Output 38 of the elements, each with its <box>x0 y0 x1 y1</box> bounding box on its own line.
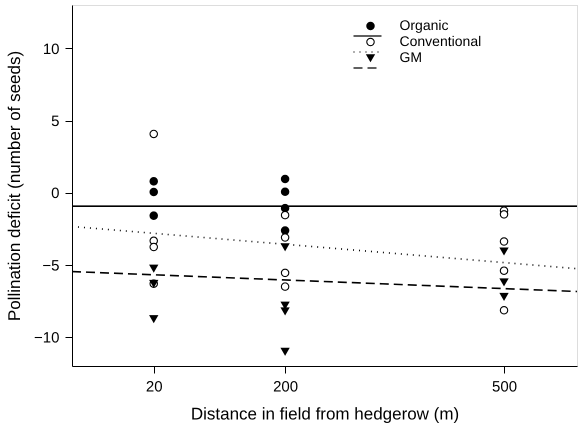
point <box>280 174 290 184</box>
point <box>280 204 290 212</box>
legend-label: Conventional <box>400 33 482 49</box>
y-tick-label: −10 <box>34 330 60 347</box>
point <box>149 130 158 138</box>
point <box>280 233 290 242</box>
point <box>280 243 290 251</box>
point <box>149 242 158 252</box>
point <box>500 266 508 275</box>
point <box>149 188 158 196</box>
point <box>500 247 508 255</box>
x-tick-label: 500 <box>492 378 518 396</box>
y-tick-label: −5 <box>42 257 60 274</box>
y-tick-label: 0 <box>51 185 60 202</box>
point <box>280 268 290 278</box>
point <box>280 187 290 196</box>
point <box>280 226 290 235</box>
point <box>500 292 508 300</box>
point <box>500 278 508 286</box>
y-axis-title: Pollination deficit (number of seeds) <box>5 50 24 322</box>
y-tick-label: 5 <box>51 113 60 130</box>
point <box>280 348 290 356</box>
point <box>280 210 290 220</box>
point <box>500 306 508 315</box>
point <box>500 210 508 219</box>
x-tick-label: 200 <box>273 378 298 396</box>
point <box>149 315 158 323</box>
x-tick-label: 20 <box>146 378 163 396</box>
point <box>280 282 290 291</box>
legend-label: Organic <box>400 17 449 33</box>
y-tick-label: 10 <box>42 40 60 58</box>
point <box>149 177 158 186</box>
point <box>500 237 508 246</box>
legend-label: GM <box>400 49 422 65</box>
point <box>149 264 158 272</box>
point <box>280 307 290 315</box>
point <box>149 211 158 220</box>
x-axis-title: Distance in field from hedgerow (m) <box>190 404 460 424</box>
